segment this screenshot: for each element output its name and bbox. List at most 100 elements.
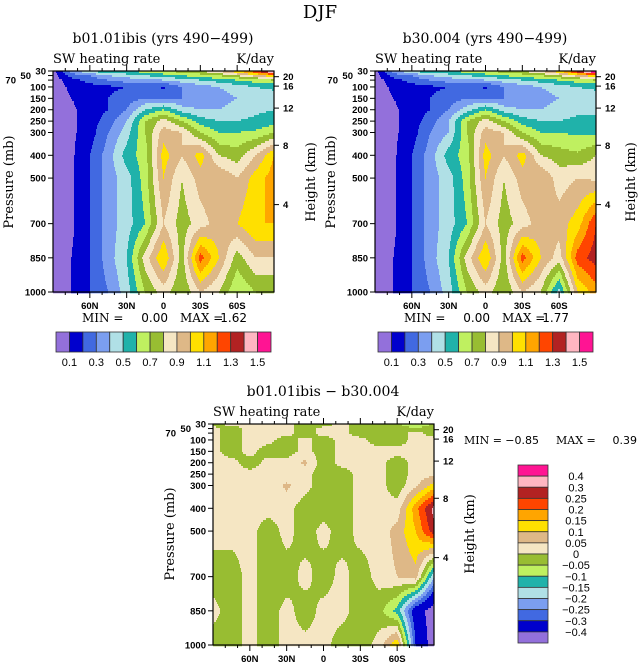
contour-band	[420, 566, 425, 569]
contour-band	[451, 279, 457, 282]
pressure-tick-label: 400	[30, 151, 46, 162]
contour-band	[132, 199, 142, 202]
contour-band	[246, 281, 274, 284]
contour-band	[213, 424, 225, 427]
contour-band	[343, 558, 367, 561]
contour-band	[419, 512, 426, 515]
contour-band	[423, 582, 427, 585]
contour-band	[375, 177, 396, 180]
contour-band	[469, 247, 476, 250]
contour-band	[432, 512, 434, 515]
contour-band	[469, 115, 481, 118]
contour-band	[453, 137, 461, 140]
contour-band	[201, 253, 210, 256]
colorbar-box	[109, 331, 124, 353]
contour-band	[538, 263, 547, 266]
contour-band	[266, 111, 274, 114]
contour-band	[75, 145, 92, 148]
contour-band	[507, 195, 521, 198]
contour-band	[150, 241, 156, 244]
contour-band	[375, 73, 379, 76]
contour-band	[138, 233, 147, 236]
contour-band	[117, 139, 128, 142]
contour-band	[213, 147, 254, 150]
contour-band	[544, 107, 596, 110]
contour-band	[506, 251, 510, 254]
contour-band	[375, 199, 396, 202]
contour-band	[137, 145, 147, 148]
contour-band	[257, 588, 303, 591]
contour-band	[152, 149, 157, 152]
contour-band	[153, 233, 160, 236]
contour-band	[169, 201, 179, 204]
contour-band	[126, 73, 163, 76]
height-tick-label: 12	[283, 104, 294, 115]
contour-band	[213, 480, 312, 483]
contour-band	[150, 225, 156, 228]
contour-band	[409, 548, 429, 551]
contour-band	[501, 255, 506, 258]
contour-band	[415, 630, 427, 633]
contour-band	[455, 251, 461, 254]
contour-band	[102, 167, 115, 170]
contour-band	[213, 580, 242, 583]
contour-band	[53, 251, 72, 254]
contour-band	[438, 265, 449, 268]
contour-band	[435, 155, 444, 158]
contour-band	[318, 602, 349, 605]
contour-band	[474, 265, 482, 268]
contour-band	[407, 81, 445, 84]
contour-band	[484, 209, 489, 212]
contour-band	[242, 634, 257, 637]
contour-band	[508, 201, 523, 204]
contour-band	[475, 267, 483, 270]
contour-band	[132, 207, 143, 210]
contour-band	[111, 85, 178, 88]
contour-band	[478, 123, 497, 126]
pressure-tick-label: 250	[352, 117, 368, 128]
contour-band	[419, 604, 433, 607]
contour-band	[241, 157, 253, 160]
contour-band	[74, 173, 90, 176]
contour-band	[368, 440, 407, 443]
contour-band	[181, 183, 183, 186]
contour-band	[375, 97, 393, 100]
contour-band	[132, 203, 143, 206]
contour-band	[90, 275, 105, 278]
contour-band	[390, 600, 401, 603]
contour-band	[328, 526, 353, 529]
contour-band	[424, 247, 437, 250]
contour-band	[480, 143, 485, 146]
contour-band	[132, 209, 143, 212]
contour-band	[265, 209, 274, 212]
contour-band	[487, 217, 499, 220]
contour-band	[375, 151, 397, 154]
contour-band	[173, 175, 193, 178]
contour-band	[375, 71, 378, 74]
contour-band	[454, 207, 465, 210]
contour-band	[426, 578, 429, 581]
contour-band	[426, 594, 431, 597]
contour-band	[485, 173, 486, 176]
contour-band	[249, 163, 260, 166]
contour-band	[502, 115, 519, 118]
contour-band	[128, 169, 139, 172]
contour-band	[454, 205, 465, 208]
contour-band	[176, 167, 189, 170]
contour-band	[507, 199, 522, 202]
contour-band	[353, 522, 396, 525]
contour-band	[136, 285, 143, 288]
contour-band	[135, 243, 142, 246]
contour-band	[102, 203, 117, 206]
colorbar-box	[431, 331, 446, 353]
contour-band	[146, 249, 153, 252]
contour-band	[589, 221, 596, 224]
contour-band	[427, 518, 434, 521]
contour-band	[53, 131, 77, 134]
contour-band	[218, 259, 225, 262]
contour-band	[414, 560, 416, 563]
contour-band	[460, 143, 469, 146]
contour-band	[491, 235, 500, 238]
contour-band	[167, 261, 173, 264]
contour-band	[286, 490, 287, 493]
